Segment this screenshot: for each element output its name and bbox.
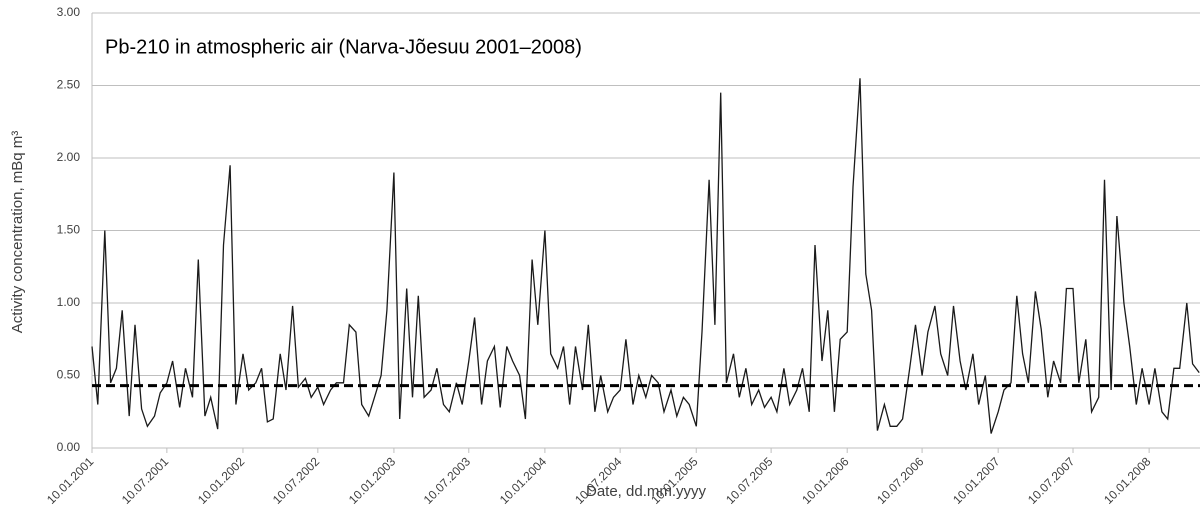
data-line — [91, 78, 1200, 434]
x-tick-label: 10.07.2005 — [723, 454, 776, 505]
y-tick-label: 0.50 — [57, 368, 81, 382]
x-tick-label: 10.01.2001 — [44, 454, 97, 505]
y-tick-label: 2.00 — [57, 150, 81, 164]
x-tick-label: 10.01.2006 — [799, 454, 852, 505]
x-tick-label: 10.01.2002 — [195, 454, 248, 505]
y-tick-label: 3.00 — [57, 5, 81, 19]
x-tick-label: 10.07.2001 — [119, 454, 172, 505]
x-tick-label: 10.07.2003 — [421, 454, 474, 505]
x-tick-label: 10.01.2008 — [1101, 454, 1154, 505]
y-axis-label: Activity concentration, mBq m³ — [9, 131, 26, 334]
x-tick-label: 10.01.2007 — [950, 454, 1003, 505]
chart-title: Pb-210 in atmospheric air (Narva-Jõesuu … — [105, 36, 582, 58]
x-tick-label: 10.01.2003 — [346, 454, 399, 505]
y-tick-label: 2.50 — [57, 78, 81, 92]
x-tick-label: 10.01.2004 — [497, 454, 550, 505]
x-axis-label: Date, dd.mm.yyyy — [586, 483, 707, 500]
y-tick-label: 1.50 — [57, 223, 81, 237]
x-tick-label: 10.07.2002 — [270, 454, 323, 505]
y-tick-label: 0.00 — [57, 440, 81, 454]
x-tick-label: 10.07.2007 — [1025, 454, 1078, 505]
x-tick-label: 10.07.2006 — [874, 454, 927, 505]
y-tick-label: 1.00 — [57, 295, 81, 309]
